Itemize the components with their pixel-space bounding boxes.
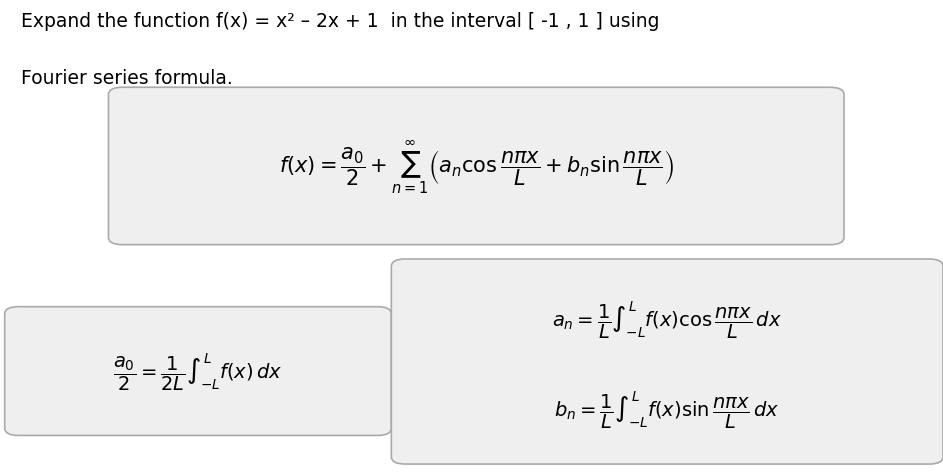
Text: $a_n = \dfrac{1}{L}\int_{-L}^{L} f(x)\cos\dfrac{n\pi x}{L}\,dx$: $a_n = \dfrac{1}{L}\int_{-L}^{L} f(x)\co… bbox=[553, 299, 782, 341]
FancyBboxPatch shape bbox=[5, 307, 391, 436]
Text: $\dfrac{a_0}{2} = \dfrac{1}{2L}\int_{-L}^{L} f(x)\,dx$: $\dfrac{a_0}{2} = \dfrac{1}{2L}\int_{-L}… bbox=[113, 350, 283, 392]
Text: $b_n = \dfrac{1}{L}\int_{-L}^{L} f(x)\sin\dfrac{n\pi x}{L}\,dx$: $b_n = \dfrac{1}{L}\int_{-L}^{L} f(x)\si… bbox=[554, 388, 780, 430]
FancyBboxPatch shape bbox=[391, 259, 943, 464]
Text: Expand the function f(x) = x² – 2x + 1  in the interval [ -1 , 1 ] using: Expand the function f(x) = x² – 2x + 1 i… bbox=[21, 12, 659, 31]
Text: $f(x) = \dfrac{a_0}{2} + \sum_{n=1}^{\infty}\left(a_n \cos\dfrac{n\pi x}{L} + b_: $f(x) = \dfrac{a_0}{2} + \sum_{n=1}^{\in… bbox=[278, 138, 674, 195]
FancyBboxPatch shape bbox=[108, 88, 844, 245]
Text: Fourier series formula.: Fourier series formula. bbox=[21, 69, 233, 88]
